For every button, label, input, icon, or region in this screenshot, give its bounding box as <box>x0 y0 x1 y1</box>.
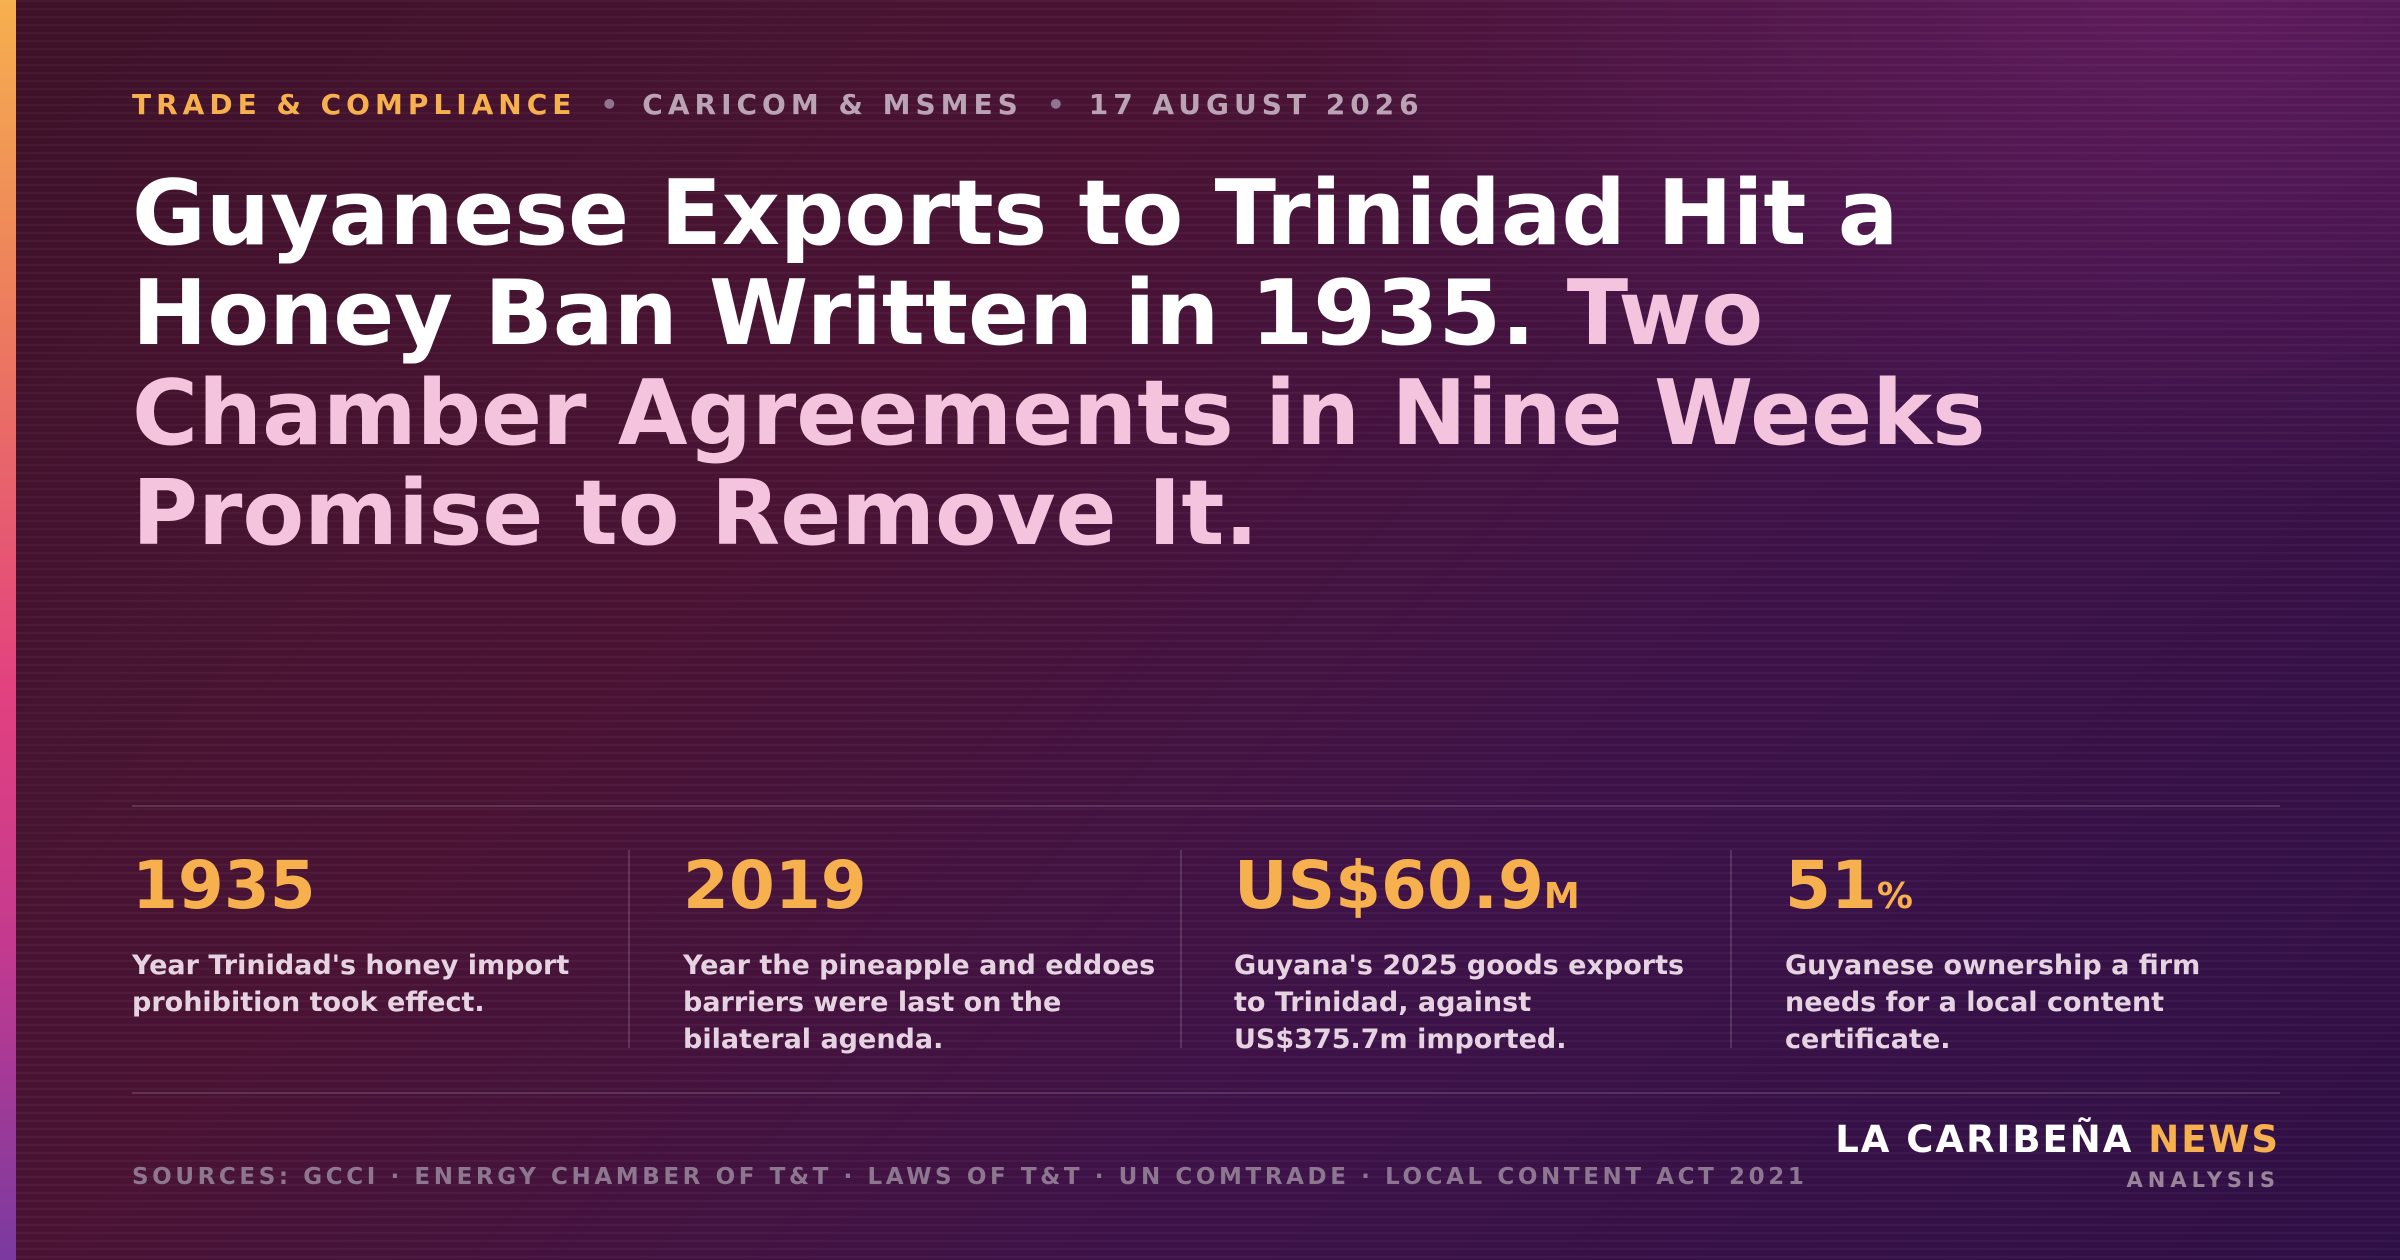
stat-description: Guyana's 2025 goods exports to Trinidad,… <box>1234 950 1685 1055</box>
accent-gradient-bar <box>0 0 16 1260</box>
stat-number: 51 <box>1785 847 1877 924</box>
stat-number: 1935 <box>132 847 316 924</box>
kicker-separator-2: • <box>1046 88 1065 121</box>
stat-unit: M <box>1543 876 1580 917</box>
kicker-category: TRADE & COMPLIANCE <box>132 88 577 121</box>
kicker-line: TRADE & COMPLIANCE • CARICOM & MSMES • 17 AU… <box>132 88 1424 121</box>
stat-item: US$60.9M Guyana's 2025 goods exports to … <box>1234 850 1754 1058</box>
stats-row: 1935 Year Trinidad's honey import prohib… <box>132 850 2280 1056</box>
stat-value: 1935 <box>132 850 652 933</box>
stat-description: Guyanese ownership a firm needs for a lo… <box>1785 950 2201 1055</box>
stat-unit: % <box>1876 876 1913 917</box>
kicker-topic: CARICOM & MSMES <box>642 88 1023 121</box>
divider-bottom <box>132 1092 2280 1094</box>
brand-main: LA CARIBEÑA <box>1835 1118 2134 1161</box>
stat-number: US$60.9 <box>1234 847 1544 924</box>
brand-highlight: NEWS <box>2148 1118 2280 1161</box>
headline-part-1: Guyanese Exports to Trinidad Hit a Honey… <box>132 161 1899 366</box>
stat-item: 51% Guyanese ownership a firm needs for … <box>1785 850 2305 1058</box>
brand-logo: LA CARIBEÑA NEWS <box>1835 1118 2280 1161</box>
kicker-separator-1: • <box>600 88 619 121</box>
stat-value: 2019 <box>683 850 1203 933</box>
headline-part-2: Two Chamber Agreements in Nine Weeks Pro… <box>132 261 1986 566</box>
stat-number: 2019 <box>683 847 867 924</box>
stat-divider <box>1730 850 1732 1048</box>
kicker-date: 17 AUGUST 2026 <box>1088 88 1424 121</box>
stat-item: 1935 Year Trinidad's honey import prohib… <box>132 850 652 1021</box>
stat-value: US$60.9M <box>1234 850 1754 933</box>
divider-top <box>132 805 2280 807</box>
sources-line: SOURCES: GCCI · ENERGY CHAMBER OF T&T · … <box>132 1164 1808 1190</box>
stat-divider <box>628 850 630 1048</box>
stat-description: Year the pineapple and eddoes barriers w… <box>683 950 1156 1055</box>
stat-divider <box>1180 850 1182 1048</box>
brand-subtitle: ANALYSIS <box>2126 1168 2280 1192</box>
stat-value: 51% <box>1785 850 2305 933</box>
stat-description: Year Trinidad's honey import prohibition… <box>132 950 570 1018</box>
stat-item: 2019 Year the pineapple and eddoes barri… <box>683 850 1203 1058</box>
headline: Guyanese Exports to Trinidad Hit a Honey… <box>132 164 2232 564</box>
